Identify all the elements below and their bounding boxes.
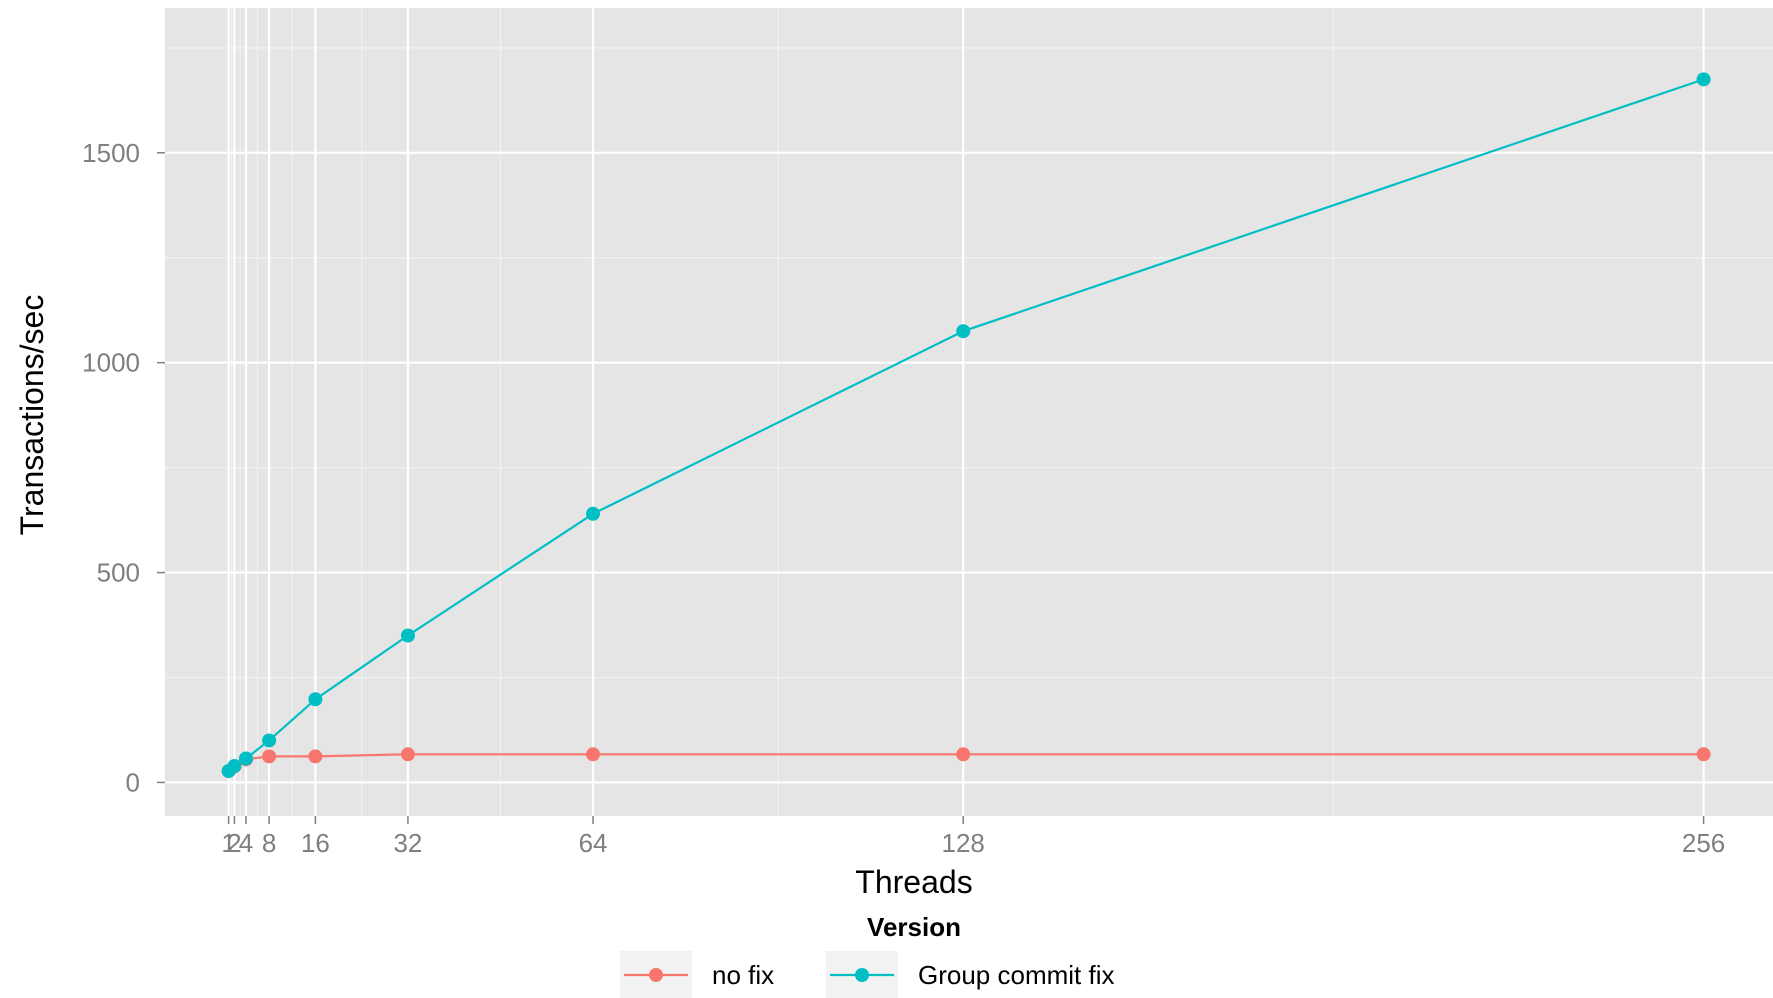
x-axis-tick-labels: 124 8 16 32 64 128 256 — [221, 828, 1725, 858]
x-tick-label: 8 — [262, 828, 276, 858]
x-tick-label: 128 — [942, 828, 985, 858]
y-tick-label: 500 — [97, 558, 140, 588]
series-1-point — [1696, 747, 1711, 762]
x-tick-label: 4 — [239, 828, 253, 858]
series-1-point — [262, 749, 277, 764]
series-2-point — [238, 751, 253, 766]
x-tick-label: 64 — [579, 828, 608, 858]
x-axis-title: Threads — [855, 864, 972, 900]
y-tick-label: 1500 — [82, 138, 140, 168]
x-tick-label: 2 — [227, 828, 241, 858]
major-gridlines — [165, 8, 1773, 816]
series-2-point — [262, 733, 277, 748]
legend-key-point — [649, 968, 663, 982]
y-axis-tick-labels: 0 500 1000 1500 — [82, 138, 140, 798]
legend-items: no fix Group commit fix — [620, 951, 1115, 998]
legend-label: no fix — [712, 960, 774, 990]
series-2-point — [400, 628, 415, 643]
series-1-point — [308, 749, 323, 764]
y-axis-ticks — [157, 152, 165, 784]
x-tick-label: 256 — [1682, 828, 1725, 858]
x-axis-ticks — [227, 816, 1705, 824]
y-tick-label: 0 — [126, 767, 140, 797]
plot-panel — [165, 8, 1773, 816]
series-2-point — [586, 506, 601, 521]
series-2-point — [227, 759, 242, 774]
series-2-point — [956, 324, 971, 339]
x-tick-label: 16 — [301, 828, 330, 858]
series-1-point — [400, 747, 415, 762]
series-layer — [221, 72, 1711, 779]
legend-label: Group commit fix — [918, 960, 1115, 990]
x-tick-label: 32 — [393, 828, 422, 858]
series-1-point — [586, 747, 601, 762]
x-tick-label: 1 — [221, 828, 235, 858]
legend-key-point — [855, 968, 869, 982]
minor-gridlines — [165, 8, 1773, 816]
y-axis-title: Transactions/sec — [14, 295, 50, 536]
series-2-point — [1696, 72, 1711, 87]
series-1-point — [956, 747, 971, 762]
series-2-point — [308, 692, 323, 707]
y-tick-label: 1000 — [82, 348, 140, 378]
legend-title: Version — [867, 912, 961, 942]
legend: Version no fix Group commit fix — [620, 912, 1115, 998]
